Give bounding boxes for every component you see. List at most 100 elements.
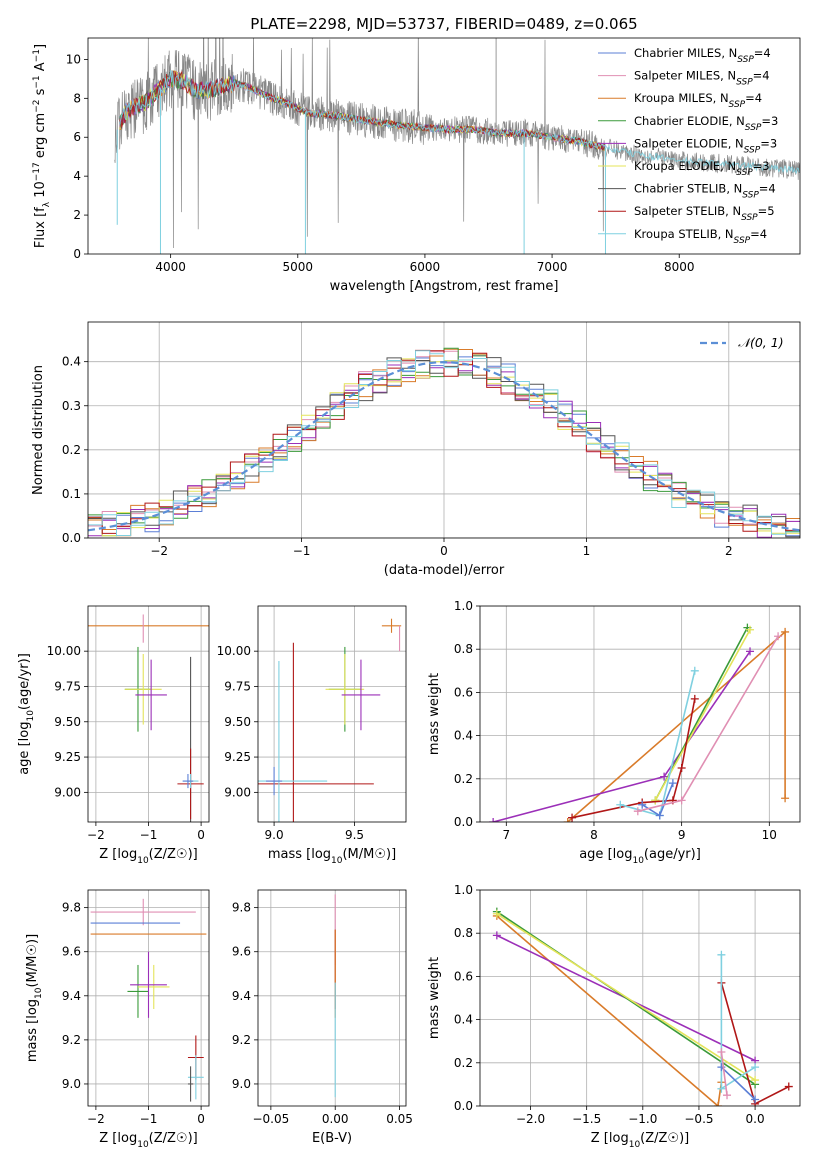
weight-marker <box>492 931 501 940</box>
legend-entry: Salpeter STELIB, NSSP=5 <box>634 204 775 223</box>
weight-marker <box>717 1048 726 1056</box>
y-axis-label: mass weight <box>427 673 442 755</box>
legend-entry: Salpeter ELODIE, NSSP=3 <box>634 136 777 155</box>
x-axis-label: age [log10(age/yr)] <box>579 847 701 866</box>
y-tick-label: 9.8 <box>232 901 251 915</box>
weight-vs-Z-plot-area <box>480 890 800 1106</box>
legend-entry: Kroupa STELIB, NSSP=4 <box>634 227 767 246</box>
weight-vs-age-panel: 7 8 9 10 0.0 0.2 0.4 0.6 0.8 1.0 age [log10(age/yr… <box>427 599 801 866</box>
data-point <box>130 951 167 1018</box>
data-point <box>381 618 402 633</box>
y-tick-label: 9.75 <box>224 679 251 693</box>
weight-series-line <box>496 915 723 1106</box>
weight-marker <box>746 625 755 634</box>
x-tick-label: 0 <box>197 828 205 842</box>
axes-frame <box>479 889 801 1107</box>
x-tick-label: −2 <box>150 544 168 558</box>
data-point <box>258 642 374 822</box>
weight-marker <box>717 1084 726 1093</box>
legend-entry: Kroupa MILES, NSSP=4 <box>634 91 762 110</box>
x-tick-label: 1 <box>583 544 591 558</box>
weight-series-line <box>654 629 751 801</box>
y-tick-label: 9.4 <box>62 989 81 1003</box>
x-tick-label: 9 <box>678 828 686 842</box>
y-axis-label: mass [log10(M/M☉)] <box>25 934 44 1062</box>
y-axis-label: Normed distribution <box>31 365 46 495</box>
weight-marker <box>723 1091 732 1100</box>
spectrum-plot-area <box>114 38 800 254</box>
age-vs-mass-plot-area <box>258 606 406 822</box>
x-tick-label: −2 <box>87 828 105 842</box>
weight-marker <box>751 1095 760 1104</box>
spectrum-panel: 4000 5000 6000 7000 8000 0 2 4 6 8 10 PLATE=2298, M… <box>32 15 801 294</box>
mass-vs-EBV-panel: −0.05 0.00 0.05 9.0 9.2 9.4 9.6 9.8 E(B-V) <box>232 889 413 1146</box>
data-point <box>90 898 196 926</box>
weight-marker <box>781 794 790 803</box>
residuals-plot-area <box>88 322 800 538</box>
weight-marker <box>668 779 677 788</box>
y-tick-label: 9.6 <box>232 945 251 959</box>
y-tick-label: 9.0 <box>62 1077 81 1091</box>
x-tick-label: −2 <box>87 1112 105 1126</box>
mass-vs-Z-panel: −2 −1 0 9.0 9.2 9.4 9.6 9.8 Z [log10(Z/Z☉)] mass … <box>25 889 210 1150</box>
weight-marker <box>717 950 726 959</box>
weight-marker <box>784 1082 793 1091</box>
x-tick-label: 8 <box>590 828 598 842</box>
weight-marker <box>781 627 790 636</box>
x-axis-label: (data-model)/error <box>384 563 505 578</box>
y-tick-label: 9.25 <box>224 750 251 764</box>
x-tick-label: 10 <box>762 828 777 842</box>
y-tick-label: 0.3 <box>62 399 81 413</box>
x-tick-label: 5000 <box>283 260 314 274</box>
data-point <box>341 659 381 731</box>
weight-marker <box>714 1102 723 1106</box>
y-tick-label: 9.25 <box>54 750 81 764</box>
spectrum-legend: Chabrier MILES, NSSP=4 Salpeter MILES, NS… <box>598 46 778 246</box>
x-tick-label: 0.00 <box>322 1112 349 1126</box>
data-point <box>266 766 283 796</box>
y-tick-label: 0 <box>73 247 81 261</box>
y-tick-label: 0.0 <box>62 531 81 545</box>
weight-marker <box>774 632 783 641</box>
x-tick-label: 0 <box>197 1112 205 1126</box>
weight-marker <box>677 796 686 805</box>
x-tick-label: 6000 <box>410 260 441 274</box>
x-tick-label: 9.5 <box>345 828 364 842</box>
y-tick-label: 9.2 <box>62 1033 81 1047</box>
y-tick-label: 0.1 <box>62 487 81 501</box>
x-tick-label: −0.05 <box>252 1112 289 1126</box>
weight-marker <box>616 800 625 809</box>
x-tick-label: 2 <box>725 544 733 558</box>
weight-marker <box>563 818 572 822</box>
legend-entry: Kroupa ELODIE, NSSP=3 <box>634 159 770 178</box>
weight-marker <box>690 666 699 675</box>
weight-vs-age-plot-area <box>480 606 800 822</box>
axes-frame <box>479 605 801 823</box>
x-axis-label: mass [log10(M/M☉)] <box>268 847 396 866</box>
y-tick-label: 0.4 <box>62 355 81 369</box>
weight-series-line <box>492 650 751 822</box>
y-tick-label: 0.4 <box>454 1013 473 1027</box>
y-tick-label: 0.0 <box>454 1099 473 1113</box>
weight-series-line <box>496 913 756 1081</box>
spectrum-model-line <box>119 70 800 175</box>
x-tick-label: −1 <box>140 1112 158 1126</box>
y-tick-label: 9.00 <box>224 785 251 799</box>
y-tick-label: 1.0 <box>454 883 473 897</box>
weight-series-line <box>720 1051 728 1096</box>
x-tick-label: 0.0 <box>746 1112 765 1126</box>
legend-entry: 𝒩(0, 1) <box>738 335 784 350</box>
y-tick-label: 0.2 <box>454 1056 473 1070</box>
y-tick-label: 9.8 <box>62 901 81 915</box>
spectrum-data-line <box>114 38 800 249</box>
axes-frame <box>257 605 407 823</box>
y-axis-label: Flux [fλ 10−17 erg cm−2 s−1 A−1] <box>32 44 52 248</box>
x-tick-label: 4000 <box>155 260 186 274</box>
x-tick-label: 7000 <box>537 260 568 274</box>
y-tick-label: 8 <box>73 91 81 105</box>
axes-frame <box>87 37 801 255</box>
y-tick-label: 9.6 <box>62 945 81 959</box>
x-axis-label: Z [log10(Z/Z☉)] <box>99 1131 197 1150</box>
age-vs-Z-panel: −2 −1 0 9.00 9.25 9.50 9.75 10.00 Z [log10(Z/Z☉)… <box>17 605 210 866</box>
weight-series-line <box>496 910 756 1086</box>
